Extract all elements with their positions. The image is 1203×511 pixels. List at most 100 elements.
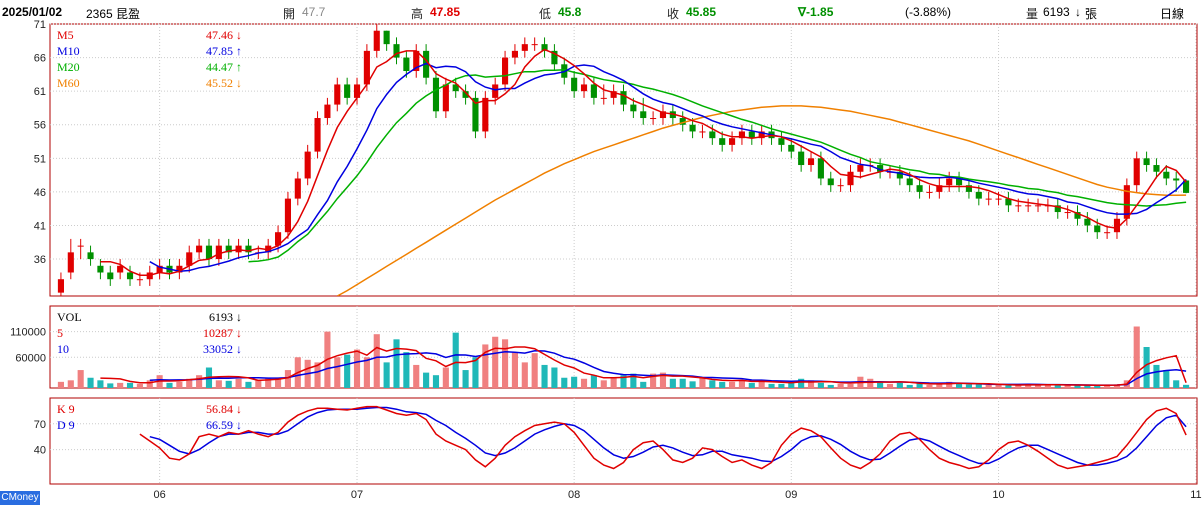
candle-body — [502, 57, 509, 85]
candle-body — [758, 131, 765, 139]
volume-bar — [926, 384, 933, 388]
volume-bar — [837, 383, 844, 388]
volume-bar — [393, 339, 400, 388]
candle-body — [1025, 205, 1032, 207]
volume-bar — [798, 378, 805, 388]
volume-bar — [610, 377, 617, 388]
volume-bar — [956, 382, 963, 388]
volume-bar — [650, 373, 657, 388]
price-tick-label: 41 — [34, 220, 46, 232]
volume-bar — [166, 382, 173, 388]
price-legend-arrow: ↓ — [236, 76, 242, 90]
price-tick-label: 51 — [34, 153, 46, 165]
price-legend-value: 47.85 — [206, 44, 233, 58]
quote-date: 2025/01/02 — [2, 5, 63, 19]
volume-legend-name: VOL — [57, 310, 82, 324]
volume-bar — [571, 376, 578, 388]
candle-body — [877, 165, 884, 172]
volume-bar — [1094, 385, 1101, 388]
candle-body — [432, 77, 440, 112]
candle-body — [975, 191, 982, 199]
volume-label: 量 — [1026, 7, 1039, 21]
volume-bar — [778, 383, 785, 388]
change-percent: (-3.88%) — [905, 5, 952, 19]
volume-bar — [67, 380, 74, 388]
volume-bar — [314, 362, 321, 388]
candle-body — [304, 151, 311, 179]
volume-bar — [1005, 385, 1012, 388]
volume-bar — [867, 378, 874, 388]
volume-bar — [97, 380, 104, 388]
volume-bar — [768, 383, 775, 388]
candle-body — [1064, 212, 1071, 214]
candle-body — [117, 265, 124, 273]
candle-body — [541, 44, 548, 51]
volume-bar — [1143, 347, 1150, 388]
volume-bar — [985, 384, 992, 388]
volume-bar — [590, 375, 597, 388]
volume-bar — [1015, 385, 1022, 388]
candle-body — [344, 84, 351, 98]
candle-body — [334, 84, 341, 105]
volume-bar — [403, 352, 410, 388]
high-label: 高 — [411, 7, 424, 21]
period-label: 日線 — [1160, 7, 1185, 21]
open-value: 47.7 — [302, 5, 326, 19]
low-value: 45.8 — [558, 5, 582, 19]
volume-bar — [847, 383, 854, 388]
close-value: 45.85 — [686, 5, 717, 19]
volume-bar — [1133, 326, 1140, 388]
price-tick-label: 56 — [34, 120, 46, 132]
volume-bar — [1034, 384, 1042, 388]
candle-body — [1153, 165, 1160, 172]
volume-bar — [580, 378, 588, 388]
volume-tick-label: 60000 — [15, 352, 46, 364]
candle-body — [659, 111, 667, 119]
volume-legend-value: 6193 — [209, 310, 233, 324]
candle-body — [847, 171, 854, 186]
candle-body — [719, 138, 726, 145]
volume-bar — [1044, 384, 1051, 388]
candle-body — [413, 50, 420, 72]
volume-bar — [531, 353, 538, 388]
price-legend-arrow: ↓ — [236, 28, 242, 42]
candle-body — [590, 84, 597, 98]
volume-bar — [936, 383, 943, 388]
candle-body — [87, 252, 94, 260]
volume-bar — [442, 367, 449, 388]
candle-body — [324, 104, 331, 119]
volume-bar — [827, 384, 834, 388]
volume-bar — [511, 352, 518, 388]
volume-tick-label: 110000 — [10, 327, 46, 339]
x-tick-label: 10 — [992, 489, 1004, 501]
volume-bar — [600, 380, 607, 388]
volume-bar — [541, 364, 548, 388]
ma5-line — [100, 48, 1187, 276]
candle-body — [1054, 205, 1061, 213]
price-tick-label: 46 — [34, 187, 46, 199]
candle-body — [689, 124, 696, 132]
volume-bar — [807, 380, 815, 388]
volume-unit: 張 — [1085, 7, 1098, 21]
volume-legend-value: 33052 — [203, 342, 233, 356]
candle-body — [620, 91, 627, 105]
volume-bar — [1084, 384, 1091, 388]
candle-body — [650, 118, 657, 120]
candle-body — [610, 91, 617, 98]
candle-body — [107, 272, 114, 280]
candle-body — [57, 279, 64, 293]
ma20-line — [248, 68, 1187, 263]
candle-body — [1133, 158, 1140, 186]
volume-bar — [363, 357, 370, 388]
volume-value: 6193 — [1043, 5, 1070, 19]
cmoney-logo: CMoney — [0, 491, 40, 505]
volume-bar — [472, 357, 479, 388]
volume-bar — [1074, 385, 1081, 388]
volume-bar — [196, 375, 203, 388]
candle-body — [383, 30, 390, 45]
change-value: ∇-1.85 — [798, 5, 834, 19]
candle-body — [1173, 178, 1180, 181]
quote-header: 2025/01/02 2365 昆盈 開 47.7 高 47.85 低 45.8… — [0, 0, 1203, 24]
candle-body — [1113, 218, 1121, 233]
volume-bar — [669, 378, 676, 388]
